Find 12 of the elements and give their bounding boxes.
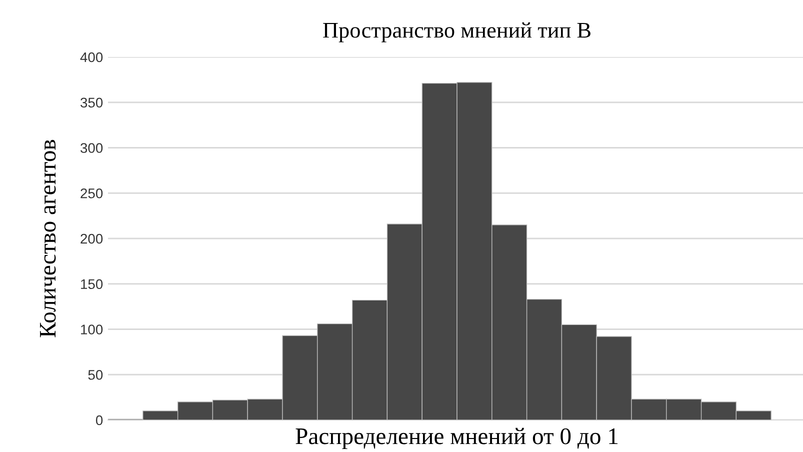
y-tick-label: 350 <box>80 98 103 108</box>
y-tick-label: 50 <box>88 370 103 380</box>
y-tick-label: 150 <box>81 279 103 290</box>
y-tick-label: 400 <box>80 52 103 62</box>
y-tick-label: 200 <box>80 234 103 244</box>
y-tick-label: 300 <box>80 143 103 153</box>
y-axis-title: Количество агентов <box>40 140 56 338</box>
x-axis-title: Распределение мнений от 0 до 1 <box>296 428 618 450</box>
chart-title: Пространство мнений тип В <box>323 22 590 42</box>
y-tick-label: 250 <box>80 188 103 198</box>
y-tick-label: 100 <box>81 324 103 334</box>
y-tick-label: 0 <box>96 415 103 426</box>
